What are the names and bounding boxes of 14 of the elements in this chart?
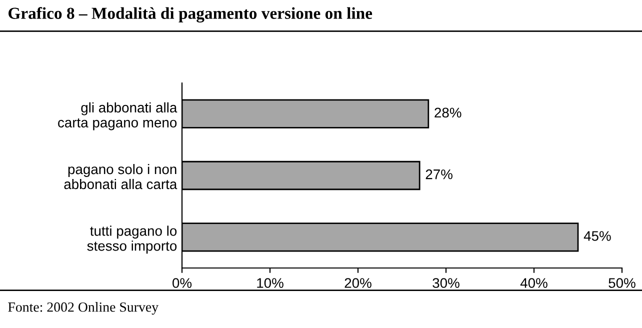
x-tick-label: 0% [172,278,192,288]
x-tick-label: 50% [608,278,636,288]
data-label: 27% [426,169,452,180]
x-tick-label: 30% [432,278,460,288]
y-tick-label: pagano solo i non abbonati alla carta [64,164,178,190]
x-tick-label: 10% [257,278,284,288]
data-label: 28% [434,108,462,118]
data-label: 45% [584,231,611,241]
y-tick-label: gli abbonati alla carta pagano meno [58,102,178,130]
source-note: Fonte: 2002 Online Survey [8,302,158,315]
y-tick-label: tutti pagano lo stesso importo [87,226,177,254]
x-tick-label: 20% [344,278,372,288]
chart-title: Grafico 8 – Modalità di pagamento versione on line [8,7,372,22]
x-tick-label: 40% [520,278,548,288]
